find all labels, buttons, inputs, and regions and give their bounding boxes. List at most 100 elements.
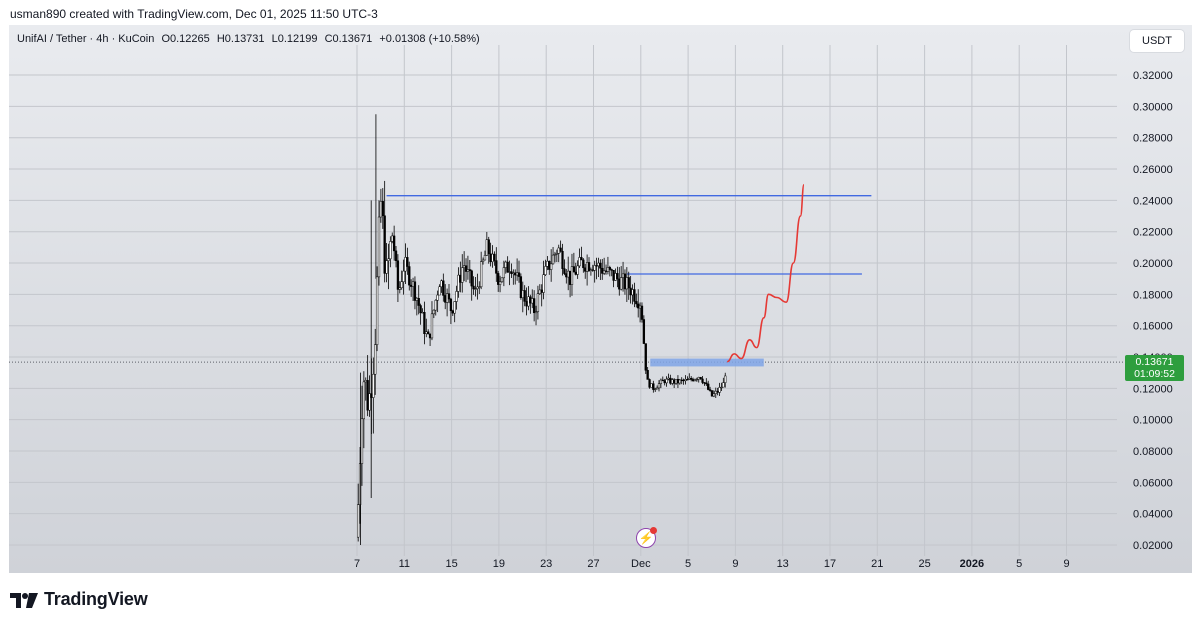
- x-tick-label: 17: [824, 558, 836, 570]
- candle-body: [720, 386, 723, 389]
- currency-button[interactable]: USDT: [1130, 30, 1184, 52]
- y-tick-label: 0.02000: [1133, 540, 1173, 552]
- y-tick-label: 0.28000: [1133, 133, 1173, 145]
- candle-body: [498, 281, 502, 285]
- candle-body: [567, 270, 570, 278]
- candle-body: [621, 273, 625, 278]
- candle-body: [591, 269, 594, 271]
- candle-body: [574, 271, 577, 275]
- candle-body: [445, 293, 449, 303]
- candle-body: [631, 289, 634, 296]
- candle-body: [633, 289, 636, 302]
- y-tick-label: 0.10000: [1133, 415, 1173, 427]
- last-price-value: 0.13671: [1135, 356, 1174, 368]
- lightning-event-icon[interactable]: ⚡: [636, 527, 657, 548]
- candle-body: [427, 331, 430, 335]
- candle-body: [597, 262, 600, 267]
- tradingview-logo-icon: [10, 592, 38, 608]
- candle-body: [546, 260, 549, 267]
- candle-body: [389, 241, 392, 260]
- candle-body: [551, 254, 555, 265]
- candle-body: [457, 274, 460, 292]
- candle-body: [585, 262, 589, 272]
- candle-body: [434, 299, 437, 311]
- candle-body: [466, 269, 470, 272]
- candle-body: [413, 281, 417, 301]
- candle-body: [644, 343, 647, 371]
- candle-body: [712, 393, 716, 397]
- x-tick-label: 2026: [960, 558, 984, 570]
- candle-body: [436, 294, 439, 301]
- event-dot-icon: [650, 527, 657, 534]
- candle-body: [534, 311, 538, 314]
- candle-body: [377, 216, 381, 278]
- candle-body: [625, 277, 628, 290]
- candle-body: [421, 312, 424, 314]
- candle-body: [432, 309, 436, 315]
- candle-body: [521, 290, 524, 299]
- candle-body: [587, 262, 591, 271]
- y-tick-label: 0.22000: [1133, 227, 1173, 239]
- candle-body: [510, 271, 513, 275]
- candle-body: [381, 201, 384, 216]
- tradingview-logo[interactable]: TradingView: [10, 589, 148, 610]
- candle-body: [548, 260, 551, 270]
- candle-body: [582, 259, 585, 269]
- candle-body: [707, 383, 710, 390]
- candle-body: [415, 298, 418, 301]
- candle-body: [391, 235, 394, 242]
- candle-body: [468, 269, 471, 271]
- candle-body: [502, 267, 506, 279]
- x-tick-label: 7: [354, 558, 360, 570]
- candle-body: [366, 380, 369, 411]
- symbol-legend: UnifAI / Tether · 4h · KuCoin O0.12265 H…: [17, 33, 484, 45]
- candle-body: [703, 382, 706, 384]
- x-tick-label: 5: [685, 558, 691, 570]
- y-tick-label: 0.12000: [1133, 383, 1173, 395]
- candle-body: [646, 370, 649, 380]
- y-tick-label: 0.18000: [1133, 289, 1173, 301]
- candle-body: [589, 269, 593, 271]
- candle-body: [368, 393, 371, 411]
- candle-body: [417, 298, 420, 306]
- candle-body: [572, 266, 576, 273]
- candle-body: [635, 301, 638, 305]
- ohlc-low: L0.12199: [271, 33, 318, 45]
- y-tick-label: 0.32000: [1133, 70, 1173, 82]
- candle-body: [379, 201, 383, 218]
- candle-body: [536, 293, 540, 312]
- candle-body: [570, 266, 574, 285]
- candle-body: [491, 253, 494, 263]
- projection-path: [726, 183, 805, 363]
- candle-body: [682, 379, 685, 382]
- candle-body: [387, 258, 390, 261]
- candle-body: [487, 239, 490, 255]
- candle-body: [385, 260, 388, 274]
- candle-body: [637, 303, 640, 309]
- candle-body: [402, 270, 405, 283]
- symbol-name: UnifAI / Tether · 4h · KuCoin: [17, 33, 155, 45]
- candle-body: [470, 270, 473, 287]
- candle-body: [676, 378, 680, 384]
- candle-body: [531, 298, 534, 304]
- candle-body: [398, 287, 401, 290]
- candle-body: [705, 382, 708, 385]
- candle-body: [620, 277, 623, 290]
- candle-body: [542, 274, 545, 293]
- candle-body: [497, 273, 500, 285]
- candle-body: [559, 247, 562, 252]
- candle-body: [383, 215, 386, 274]
- candle-body: [480, 261, 483, 288]
- candle-body: [525, 301, 528, 307]
- candle-body: [419, 305, 422, 314]
- candle-body: [476, 286, 479, 289]
- chart-area[interactable]: UnifAI / Tether · 4h · KuCoin O0.12265 H…: [9, 25, 1192, 573]
- candle-body: [550, 263, 553, 270]
- candle-body: [527, 296, 530, 307]
- candle-body: [529, 296, 532, 304]
- candle-body: [481, 259, 485, 262]
- candle-body: [563, 268, 566, 274]
- candle-body: [500, 277, 504, 283]
- candle-body: [411, 281, 415, 287]
- candle-body: [557, 247, 560, 254]
